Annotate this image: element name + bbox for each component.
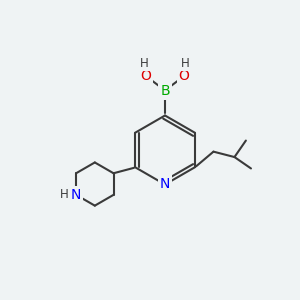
Text: N: N (71, 188, 81, 202)
Text: O: O (141, 69, 152, 83)
Text: H: H (60, 188, 69, 201)
Text: B: B (160, 84, 170, 98)
Text: H: H (181, 57, 190, 70)
Text: N: N (160, 178, 170, 191)
Text: O: O (178, 69, 189, 83)
Text: H: H (140, 57, 149, 70)
